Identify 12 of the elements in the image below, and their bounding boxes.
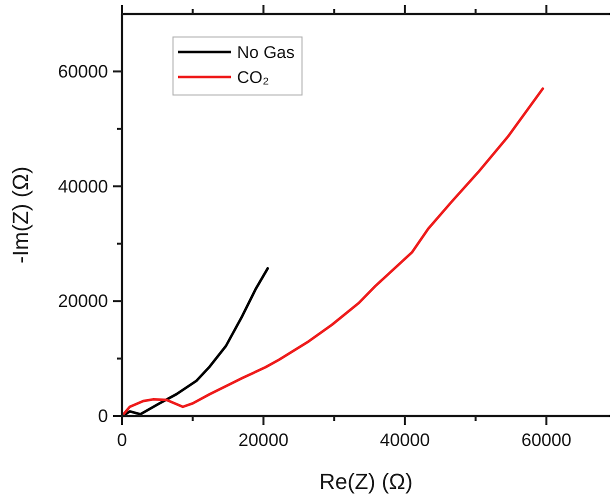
y-tick-label: 60000 [58, 61, 108, 82]
y-tick-label: 0 [98, 406, 108, 426]
x-tick-label: 0 [116, 430, 128, 450]
x-axis-title: Re(Z) (Ω) [319, 469, 413, 494]
legend-label: No Gas [237, 43, 295, 62]
legend-label: CO₂ [237, 68, 270, 87]
x-tick-label: 20000 [238, 430, 288, 450]
y-tick-label: 40000 [58, 176, 108, 196]
x-tick-label: 60000 [521, 430, 572, 450]
y-axis-title: -Im(Z) (Ω) [8, 166, 33, 264]
x-tick-label: 40000 [380, 430, 430, 450]
y-tick-label: 20000 [58, 291, 108, 312]
